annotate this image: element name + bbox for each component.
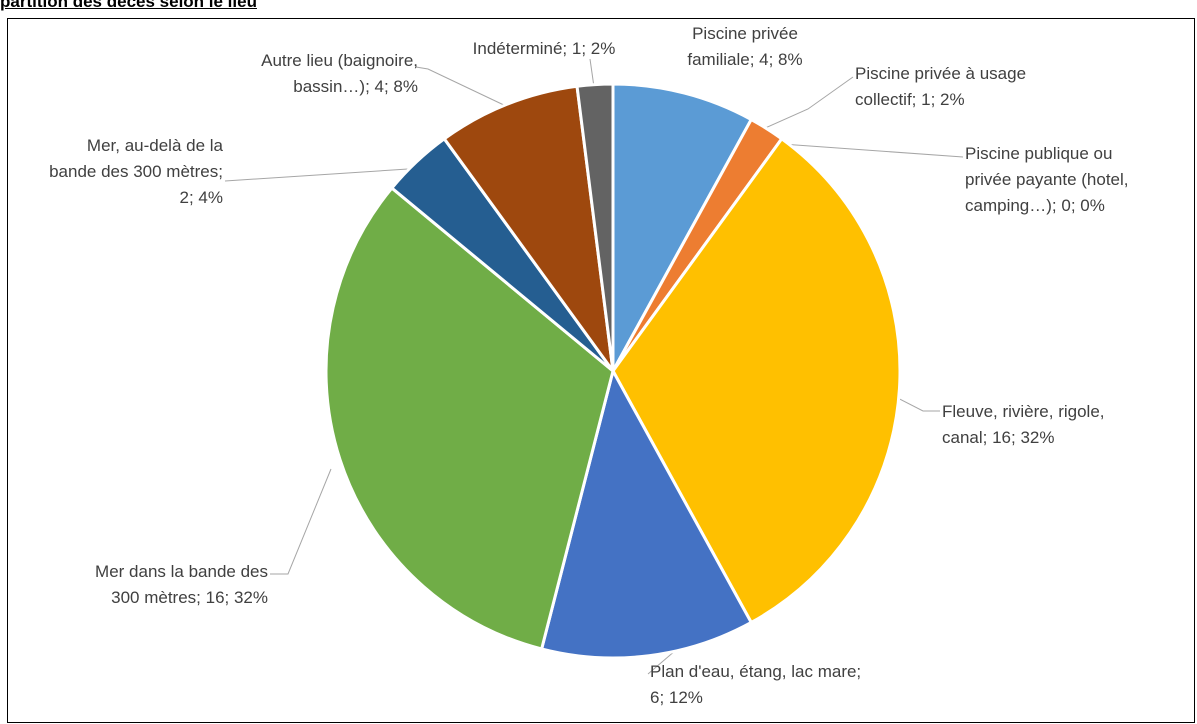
data-label-line: 6; 12% <box>650 688 703 707</box>
data-label-line: 300 mètres; 16; 32% <box>111 588 268 607</box>
data-label-line: camping…); 0; 0% <box>965 196 1105 215</box>
data-label-5: Plan d'eau, étang, lac mare; 6; 12% <box>650 662 861 707</box>
pie-slice-5 <box>539 366 754 660</box>
data-label-8: Autre lieu (baignoire, bassin…); 4; 8% <box>261 51 418 96</box>
leader-lines <box>224 58 964 675</box>
page-title: partition des décès selon le lieu <box>0 0 257 11</box>
pie-slice-9 <box>575 82 615 372</box>
leader-line-6 <box>270 468 332 575</box>
data-label-line: Piscine privée à usage <box>855 64 1026 83</box>
chart-frame: Piscine privée familiale; 4; 8% Piscine pr… <box>7 18 1195 723</box>
leader-line-7 <box>224 168 409 182</box>
data-label-line: familiale; 4; 8% <box>687 50 802 69</box>
data-label-line: Plan d'eau, étang, lac mare; <box>650 662 861 681</box>
data-label-4: Fleuve, rivière, rigole, canal; 16; 32% <box>942 402 1105 447</box>
slice-labels: Piscine privée familiale; 4; 8%Piscine pr… <box>49 24 1128 707</box>
data-label-line: canal; 16; 32% <box>942 428 1054 447</box>
data-label-9: Indéterminé; 1; 2% <box>473 39 616 58</box>
leader-line-3 <box>767 142 964 158</box>
data-label-line: collectif; 1; 2% <box>855 90 965 109</box>
data-label-1: Piscine privée familiale; 4; 8% <box>687 24 802 69</box>
data-label-2: Piscine privée à usage collectif; 1; 2% <box>855 64 1026 109</box>
leader-line-2 <box>762 76 854 130</box>
pie-slices <box>324 82 902 660</box>
data-label-6: Mer dans la bande des 300 mètres; 16; 32% <box>95 562 268 607</box>
pie-chart: Piscine privée familiale; 4; 8%Piscine pr… <box>49 24 1128 707</box>
pie-slice-6 <box>324 185 615 651</box>
data-label-line: Mer, au-delà de la <box>87 136 224 155</box>
data-label-line: 2; 4% <box>180 188 223 207</box>
data-label-7: Mer, au-delà de la bande des 300 mètres; 2… <box>49 136 223 207</box>
data-label-line: privée payante (hotel, <box>965 170 1129 189</box>
data-label-line: Fleuve, rivière, rigole, <box>942 402 1105 421</box>
data-label-line: Indéterminé; 1; 2% <box>473 39 616 58</box>
data-label-line: Autre lieu (baignoire, <box>261 51 418 70</box>
data-label-line: bande des 300 mètres; <box>49 162 223 181</box>
pie-slice-8 <box>442 84 615 372</box>
leader-line-9 <box>589 58 595 88</box>
data-label-line: Piscine privée <box>692 24 798 43</box>
data-label-line: Mer dans la bande des <box>95 562 268 581</box>
data-label-line: bassin…); 4; 8% <box>293 77 418 96</box>
leader-line-8 <box>415 66 509 108</box>
pie-slice-1 <box>611 82 754 372</box>
data-label-3: Piscine publique ou privée payante (hotel… <box>965 144 1129 215</box>
pie-slice-4 <box>611 136 902 625</box>
data-label-line: Piscine publique ou <box>965 144 1112 163</box>
